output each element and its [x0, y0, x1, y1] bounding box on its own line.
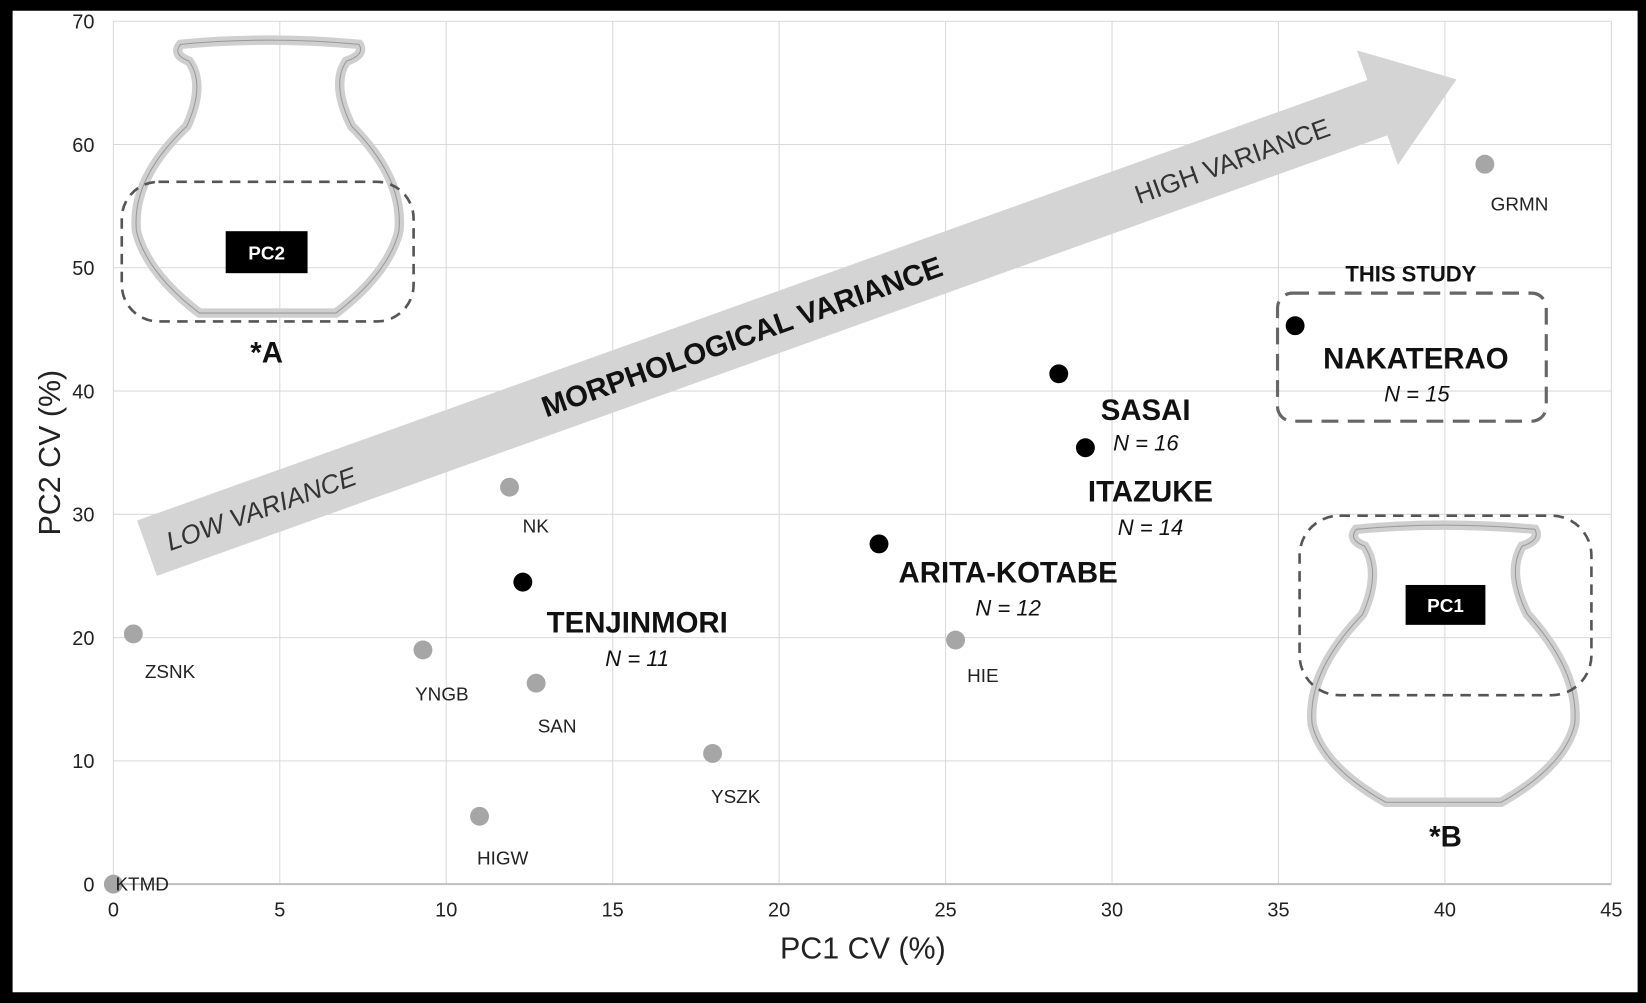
x-tick-label: 25 [934, 900, 956, 922]
y-tick-label: 50 [72, 258, 94, 280]
ticks: 0 5 10 15 20 25 30 35 40 45 0 10 20 30 40 50 60 70 [72, 12, 1622, 922]
pc1-box [1405, 584, 1486, 625]
x-axis-title: PC1 CV (%) [780, 932, 946, 966]
point-label: HIE [967, 666, 998, 687]
data-point-yszk [703, 744, 723, 763]
x-tick-label: 0 [108, 900, 119, 922]
x-tick-label: 35 [1267, 900, 1289, 922]
point-label: YSZK [711, 787, 761, 808]
point-label: TENJINMORI [547, 607, 728, 640]
x-tick-label: 10 [435, 900, 457, 922]
sample-size-label: N = 14 [1118, 515, 1184, 540]
x-tick-label: 5 [274, 900, 285, 922]
data-point-nk [500, 477, 519, 497]
vessel-b-label: *B [1429, 820, 1462, 853]
sample-size-label: N = 15 [1384, 381, 1450, 406]
vessel-a: PC2 *A [120, 35, 415, 369]
data-point-itazuke [1075, 438, 1095, 458]
vessel-a-dashed-box [120, 180, 415, 323]
arrow-shape [137, 50, 1457, 576]
point-label: SAN [538, 717, 577, 738]
y-tick-label: 20 [72, 628, 94, 650]
y-tick-label: 30 [72, 505, 94, 527]
point-label: YNGB [415, 684, 468, 705]
point-label: ZSNK [145, 662, 196, 683]
vessel-a-label: *A [250, 336, 283, 369]
y-tick-label: 60 [72, 135, 94, 157]
x-tick-label: 20 [768, 900, 790, 922]
vessel-b-dashed-box [1298, 514, 1593, 697]
pc2-label: PC2 [248, 244, 285, 265]
y-tick-label: 0 [83, 874, 94, 896]
data-point-sasai [1049, 364, 1069, 384]
data-point-yngb [413, 640, 433, 660]
data-point-zsnk [123, 624, 143, 644]
data-point-tenjinmori [513, 572, 533, 592]
point-label: NAKATERAO [1323, 343, 1509, 376]
point-label: KTMD [115, 874, 168, 895]
data-point-grmn [1475, 154, 1495, 174]
y-tick-label: 10 [72, 751, 94, 773]
sample-size-label: N = 16 [1113, 430, 1179, 455]
data-point-ktmd [103, 874, 123, 894]
data-points: GRMN KTMD ZSNK YNGB NK SAN HIE YSZK HIGW TENJINMO… [103, 154, 1549, 895]
x-tick-label: 15 [602, 900, 624, 922]
y-tick-label: 70 [72, 12, 94, 34]
x-tick-label: 30 [1101, 900, 1123, 922]
point-label: ITAZUKE [1088, 475, 1213, 508]
data-point-nakaterao [1285, 316, 1305, 336]
pc1-label: PC1 [1427, 596, 1464, 617]
vessel-b: PC1 *B [1298, 514, 1593, 853]
point-label: ARITA-KOTABE [899, 557, 1118, 590]
point-label: GRMN [1491, 194, 1549, 215]
data-point-hie [946, 630, 966, 650]
x-tick-label: 45 [1600, 900, 1622, 922]
point-label: NK [523, 516, 550, 537]
y-axis-title: PC2 CV (%) [33, 370, 67, 536]
y-tick-label: 40 [72, 381, 94, 403]
pc2-box [225, 231, 308, 274]
this-study-label: THIS STUDY [1345, 262, 1476, 287]
this-study-box [1275, 291, 1548, 423]
sample-size-label: N = 11 [605, 646, 669, 671]
point-label: HIGW [477, 849, 529, 870]
data-point-san [526, 673, 546, 693]
data-point-arita-kotabe [869, 534, 889, 554]
sample-size-label: N = 12 [975, 595, 1041, 620]
data-point-higw [470, 806, 489, 826]
x-tick-label: 40 [1434, 900, 1456, 922]
point-label: SASAI [1101, 394, 1191, 427]
